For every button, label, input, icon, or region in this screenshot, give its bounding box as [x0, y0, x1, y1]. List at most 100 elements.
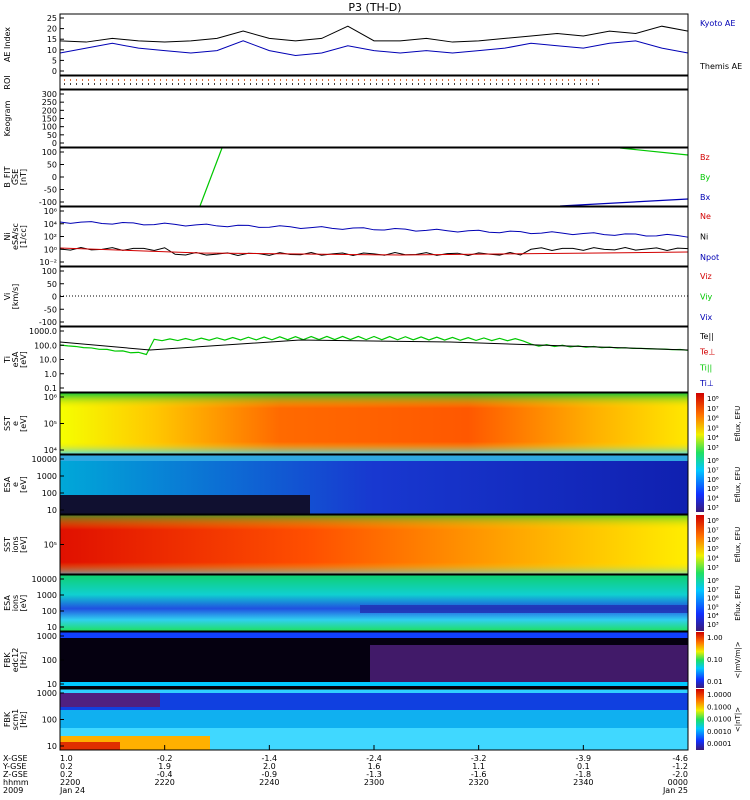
ylabel-fbk_e: edc12 [11, 648, 20, 673]
ylabel-ni: eSA/sc [11, 223, 20, 250]
colorbar-title: Eflux, EFU [734, 585, 742, 620]
footer-value: -3.2 [471, 754, 487, 763]
ylabel-ti: eSA [11, 351, 20, 367]
ylabel-fbk_b: [Hz] [19, 711, 28, 727]
footer-value: 1.0 [60, 754, 73, 763]
panel-frame-esa_i [59, 574, 689, 632]
ytick-label: 10 [47, 623, 57, 632]
ylabel-esa_i: [eV] [19, 595, 28, 612]
ytick-label: 10000 [32, 455, 57, 464]
ytick-label: 50 [47, 161, 57, 170]
ylabel-bfit: GSE [11, 169, 20, 185]
sst-e-fade [60, 393, 688, 454]
legend-te-: Te|| [699, 332, 714, 341]
footer-value: 2340 [573, 778, 593, 787]
footer-value: -0.4 [157, 770, 173, 779]
ytick-label: 10⁻² [39, 258, 57, 267]
legend-bz: Bz [700, 153, 710, 162]
legend-viz: Viz [700, 272, 712, 281]
ytick-label: 100 [42, 489, 57, 498]
footer-value: -2.0 [672, 770, 688, 779]
ytick-label: 25 [47, 14, 57, 23]
footer-value: -1.2 [672, 762, 688, 771]
ytick-label: 0 [52, 293, 57, 302]
footer-value: -0.2 [157, 754, 173, 763]
colorbar-3 [696, 632, 704, 688]
ylabel-esa_e: ESA [3, 476, 12, 492]
ae-series-1 [59, 40, 689, 56]
colorbar-label: 10⁵ [707, 545, 719, 553]
panel-frame-bfit [59, 147, 689, 207]
colorbar-label: 10⁴ [707, 555, 719, 563]
ytick-label: 5 [52, 56, 57, 65]
colorbar-label: 10³ [707, 621, 719, 629]
ylabel-ni: Ni [3, 232, 12, 240]
esa-i-spectrogram [60, 575, 688, 631]
ylabel-ae: AE Index [3, 27, 12, 62]
legend-ne: Ne [700, 212, 711, 221]
footer-value: 2240 [259, 778, 279, 787]
colorbar-label: 10⁴ [707, 434, 719, 442]
footer-value: -1.6 [471, 770, 487, 779]
bfit-by-line [199, 147, 223, 207]
panel-frame-ae [59, 13, 689, 76]
colorbar-label: 10⁶ [707, 415, 719, 423]
colorbar-2 [696, 515, 704, 631]
ylabel-ni: [1/cc] [19, 225, 28, 248]
colorbar-label: 10⁵ [707, 485, 719, 493]
ytick-label: 1000 [37, 689, 57, 698]
footer-value: 0.2 [60, 762, 73, 771]
line-series [59, 25, 689, 356]
footer-value: 0000 [668, 778, 688, 787]
colorbars [696, 393, 704, 750]
ylabel-fbk_b: FBK [3, 711, 12, 727]
legend-ni: Ni [700, 233, 708, 242]
ytick-label: 1000.0 [29, 327, 57, 336]
legend-vix: Vix [700, 313, 713, 322]
footer-value: -1.3 [366, 770, 382, 779]
legend-viy: Viy [700, 293, 713, 302]
colorbar-label: 10³ [707, 504, 719, 512]
footer-row-label: hhmm [3, 778, 29, 787]
colorbar-label: 10³ [707, 444, 719, 452]
ytick-label: 100 [42, 148, 57, 157]
footer-row-label: Y-GSE [2, 762, 26, 771]
panel-frame-roi [59, 75, 689, 90]
colorbar-1 [696, 393, 704, 512]
ytick-label: 10⁶ [44, 207, 57, 216]
esa-e-topband [60, 455, 688, 461]
colorbar-4 [696, 689, 704, 750]
colorbar-label: 0.0100 [707, 716, 732, 724]
ae-series-0 [59, 25, 689, 43]
ytick-label: 10⁴ [44, 220, 57, 229]
ytick-label: 0 [52, 67, 57, 76]
ytick-label: -50 [44, 186, 57, 195]
footer-value: Jan 24 [59, 786, 85, 795]
footer-value: 2300 [364, 778, 384, 787]
colorbar-label: 10⁶ [707, 536, 719, 544]
fbk-e-topband [60, 632, 688, 638]
esa-i-lowband [360, 605, 688, 613]
figure-title: P3 (TH-D) [348, 1, 401, 14]
ytick-label: 10 [47, 46, 57, 55]
colorbar-label: 10⁸ [707, 517, 719, 525]
ylabel-sst_i: ions [11, 536, 20, 552]
ytick-label: 10⁵ [44, 420, 57, 429]
ylabel-vi: [km/s] [11, 284, 20, 310]
ylabel-esa_e: [eV] [19, 476, 28, 493]
ylabel-esa_i: ESA [3, 595, 12, 611]
ylabel-esa_e: e [11, 482, 20, 487]
ytick-label: -100 [39, 318, 57, 327]
footer-value: Jan 25 [662, 786, 688, 795]
ylabel-roi: ROI [3, 75, 12, 89]
ylabel-ti: Ti [3, 356, 12, 364]
ytick-label: 10⁶ [44, 393, 57, 402]
ytick-label: 10² [44, 233, 57, 242]
fbk-b-topleft [60, 689, 160, 707]
ylabel-sst_e: SST [3, 416, 12, 431]
ylabel-fbk_b: scm1 [11, 709, 20, 730]
legend-ti-: Ti⊥ [699, 379, 714, 388]
legend-kyoto-ae: Kyoto AE [700, 19, 735, 28]
fbk-b-bottom [60, 728, 688, 750]
